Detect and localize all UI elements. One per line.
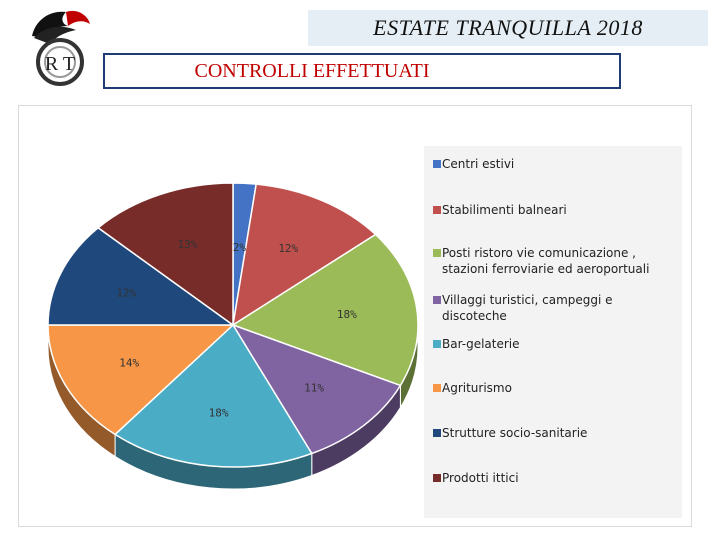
pie-slice-6 — [47, 324, 235, 436]
legend-item: Posti ristoro vie comunicazione , stazio… — [433, 245, 660, 277]
pie-label-7: 12% — [116, 287, 136, 300]
legend-item: Agriturismo — [433, 380, 678, 396]
legend-item: Centri estivi — [433, 156, 678, 172]
pie-label-1: 2% — [233, 241, 247, 254]
legend-swatch — [433, 340, 441, 348]
page-title: ESTATE TRANQUILLA 2018 — [308, 10, 708, 46]
legend-item: Stabilimenti balneari — [433, 202, 678, 218]
legend-label: Villaggi turistici, campeggi e discotech… — [442, 293, 613, 323]
chart-legend: Centri estivi Stabilimenti balneari Posti … — [424, 146, 682, 518]
pie-label-2: 12% — [278, 242, 298, 255]
legend-label: Posti ristoro vie comunicazione , stazio… — [442, 246, 650, 276]
legend-label: Centri estivi — [442, 157, 515, 171]
legend-label: Strutture socio-sanitarie — [442, 426, 588, 440]
legend-swatch — [433, 160, 441, 168]
legend-item: Villaggi turistici, campeggi e discotech… — [433, 292, 678, 324]
section-title: CONTROLLI EFFETTUATI — [103, 53, 621, 89]
legend-swatch — [433, 296, 441, 304]
legend-item: Prodotti ittici — [433, 470, 678, 486]
pie-slice-4 — [231, 323, 402, 455]
pie-label-5: 18% — [209, 406, 229, 419]
legend-item: Strutture socio-sanitarie — [433, 425, 678, 441]
legend-label: Prodotti ittici — [442, 471, 519, 485]
pie-slice-5 — [113, 323, 313, 468]
legend-swatch — [433, 249, 441, 257]
legend-swatch — [433, 429, 441, 437]
pie-slice-2 — [231, 183, 377, 327]
logo-letters: R T — [45, 53, 75, 75]
pie-slice-3 — [231, 233, 419, 387]
pie-label-6: 14% — [119, 356, 139, 369]
legend-swatch — [433, 206, 441, 214]
pie-slice-7 — [47, 226, 236, 326]
legend-label: Stabilimenti balneari — [442, 203, 567, 217]
carabinieri-crest-icon: R T — [32, 10, 90, 86]
carabinieri-logo: R T — [22, 8, 102, 92]
legend-label: Bar-gelaterie — [442, 337, 520, 351]
legend-item: Bar-gelaterie — [433, 336, 678, 352]
pie-label-8: 13% — [178, 238, 198, 251]
legend-swatch — [433, 474, 441, 482]
pie-slice-8 — [96, 182, 234, 327]
legend-label: Agriturismo — [442, 381, 512, 395]
legend-swatch — [433, 384, 441, 392]
pie-label-4: 11% — [304, 381, 324, 394]
section-title-text: CONTROLLI EFFETTUATI — [194, 60, 430, 82]
pie-label-3: 18% — [337, 308, 357, 321]
